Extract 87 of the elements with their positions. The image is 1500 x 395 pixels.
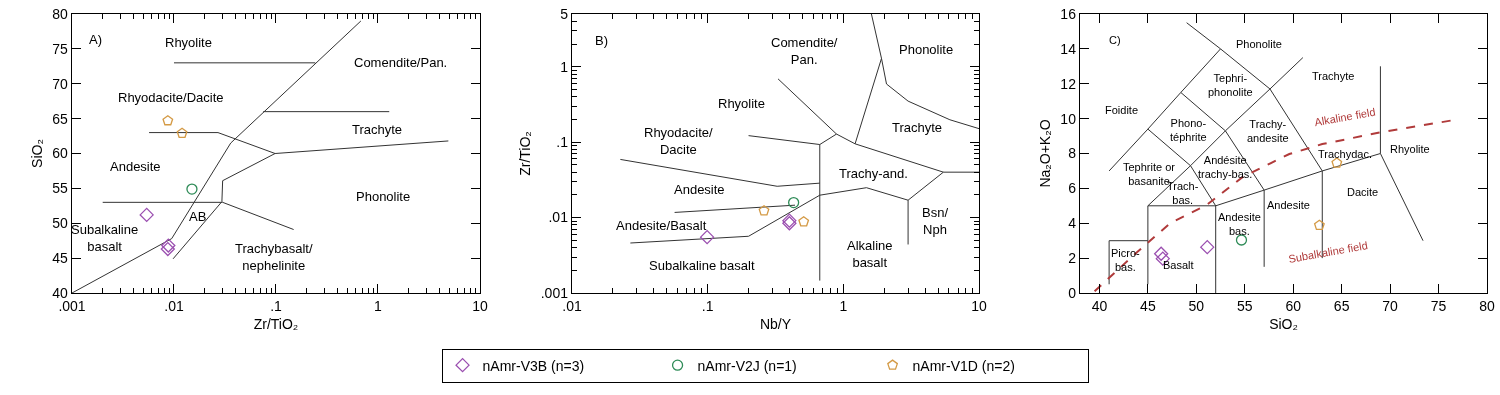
x-tick-label: 80 xyxy=(1479,298,1495,315)
y-tick-label: 55 xyxy=(52,180,69,197)
annotation: Subalkaline field xyxy=(1287,239,1369,265)
y-axis-title: Na₂O+K₂O xyxy=(1037,119,1054,188)
x-tick-label: .1 xyxy=(270,298,283,315)
annotation: Rhyolite xyxy=(165,35,212,50)
annotation: Trachyte xyxy=(352,122,403,137)
annotation: Andesite xyxy=(1267,199,1310,211)
x-tick-label: 1 xyxy=(839,298,848,315)
annotation: Tephri- phonolite xyxy=(1208,72,1253,99)
y-tick-label: 5 xyxy=(560,5,569,22)
y-tick-label: 16 xyxy=(1060,5,1077,22)
y-tick-label: 60 xyxy=(52,145,69,162)
x-tick-label: 10 xyxy=(971,298,988,315)
x-axis-title: Zr/TiO₂ xyxy=(253,316,299,333)
y-tick-label: .001 xyxy=(540,284,569,301)
annotation: Dacite xyxy=(1347,186,1379,198)
x-tick-label: 55 xyxy=(1236,298,1253,315)
y-tick-label: 2 xyxy=(1068,250,1077,267)
y-tick-label: .01 xyxy=(548,209,569,226)
x-tick-label: .1 xyxy=(701,298,714,315)
y-tick-label: 14 xyxy=(1060,40,1077,57)
annotation: Phono- téphrite xyxy=(1170,117,1207,144)
y-tick-label: 12 xyxy=(1060,75,1077,92)
x-tick-label: 60 xyxy=(1285,298,1302,315)
y-tick-label: 75 xyxy=(52,40,69,57)
legend-label: nAmr-V1D (n=2) xyxy=(912,357,1015,374)
y-axis-title: Zr/TiO₂ xyxy=(517,131,534,176)
annotation: Picro- bas. xyxy=(1111,247,1141,274)
y-tick-label: 45 xyxy=(52,250,69,267)
x-tick-label: 1 xyxy=(374,298,383,315)
annotation: Alkaline basalt xyxy=(847,238,893,270)
x-axis-title: Nb/Y xyxy=(759,316,792,333)
x-tick-label: 45 xyxy=(1140,298,1156,315)
x-tick-label: 10 xyxy=(472,298,488,315)
annotation: Phonolite xyxy=(356,189,411,204)
x-axis-title: SiO₂ xyxy=(1269,316,1298,333)
annotation: Andesite xyxy=(674,182,725,197)
annotation: A) xyxy=(89,32,102,47)
annotation: Bsn/ Nph xyxy=(922,205,949,237)
x-tick-label: .01 xyxy=(164,298,184,315)
y-tick-label: 8 xyxy=(1068,145,1077,162)
annotation: Comendite/ Pan. xyxy=(771,35,838,67)
legend-label: nAmr-V2J (n=1) xyxy=(697,357,797,374)
x-tick-label: 40 xyxy=(1091,298,1108,315)
y-tick-label: 0 xyxy=(1068,284,1077,301)
annotation: Alkaline field xyxy=(1313,105,1377,129)
annotation: Trachyte xyxy=(1312,70,1355,82)
annotation: Trachybasalt/ nephelinite xyxy=(235,241,313,273)
annotation: Trachyte xyxy=(892,120,943,135)
y-tick-label: 10 xyxy=(1060,110,1077,127)
annotation: Basalt xyxy=(1163,259,1194,271)
y-tick-label: .1 xyxy=(556,134,569,151)
annotation: Subalkaline basalt xyxy=(649,258,755,273)
annotation: C) xyxy=(1109,34,1121,46)
y-tick-label: 70 xyxy=(52,75,69,92)
annotation: Phonolite xyxy=(899,42,954,57)
annotation: Andésite trachy-bas. xyxy=(1198,154,1253,181)
x-tick-label: 65 xyxy=(1333,298,1350,315)
annotation: Phonolite xyxy=(1236,38,1282,50)
annotation: Trachydac. xyxy=(1318,148,1373,160)
y-tick-label: 40 xyxy=(52,284,69,301)
annotation: Trachy- andesite xyxy=(1247,118,1289,145)
y-tick-label: 6 xyxy=(1068,180,1077,197)
annotation: Andesite bas. xyxy=(1218,211,1261,238)
annotation: Rhyodacite/Dacite xyxy=(118,90,224,105)
x-tick-label: 75 xyxy=(1430,298,1447,315)
y-axis-title: SiO₂ xyxy=(29,139,46,168)
annotation: Foidite xyxy=(1105,104,1139,116)
annotation: Comendite/Pan. xyxy=(354,55,448,70)
annotation: Trachy-and. xyxy=(839,166,908,181)
y-tick-label: 50 xyxy=(52,215,69,232)
y-tick-label: 80 xyxy=(52,5,69,22)
annotation: Rhyolite xyxy=(718,96,765,111)
annotation: Subalkaline basalt xyxy=(71,222,139,254)
annotation: Rhyolite xyxy=(1390,143,1430,155)
annotation: Rhyodacite/ Dacite xyxy=(644,125,714,157)
annotation: Andesite/Basalt xyxy=(616,218,707,233)
x-tick-label: 50 xyxy=(1188,298,1205,315)
legend-label: nAmr-V3B (n=3) xyxy=(482,357,585,374)
y-tick-label: 65 xyxy=(52,110,69,127)
x-tick-label: 70 xyxy=(1382,298,1399,315)
y-tick-label: 1 xyxy=(560,58,569,75)
annotation: AB xyxy=(189,209,207,224)
annotation: B) xyxy=(595,33,608,48)
annotation: Andesite xyxy=(110,159,161,174)
y-tick-label: 4 xyxy=(1068,215,1077,232)
